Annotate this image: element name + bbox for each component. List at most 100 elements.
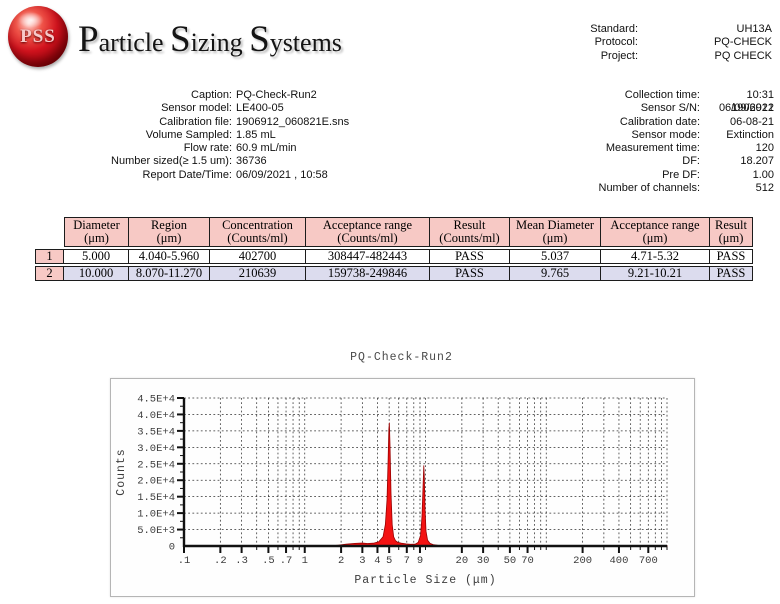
svg-text:1.0E+4: 1.0E+4 [137,509,175,521]
svg-text:2.0E+4: 2.0E+4 [137,476,175,488]
info-label: Report Date/Time: [142,168,232,181]
cell-acceptance-um: 4.71-5.32 [601,249,710,264]
info-label: Number sized(≥ 1.5 um): [111,155,232,168]
info-row: Volume Sampled: 1.85 mL [60,129,400,142]
svg-text:200: 200 [573,555,592,567]
meta-row: Standard: UH13A [500,23,772,36]
svg-text:70: 70 [521,555,534,567]
svg-text:3.0E+4: 3.0E+4 [137,443,175,455]
cell-acceptance-um: 9.21-10.21 [601,266,710,281]
cell-concentration: 210639 [210,266,306,281]
brand-part: S [249,19,270,60]
info-value: 1.00 [752,168,774,181]
info-value: 1.85 mL [236,128,276,141]
info-label: Number of channels: [598,182,701,195]
svg-text:30: 30 [477,555,490,567]
info-row: DF: 18.207 [500,155,774,168]
info-row: Number sized(≥ 1.5 um): 36736 [60,155,400,168]
run-info-left-block: Caption: PQ-Check-Run2 Sensor model: LE400… [60,89,400,182]
svg-text:5.0E+3: 5.0E+3 [137,525,175,537]
info-label: Pre DF: [662,168,700,181]
svg-text:1: 1 [302,555,308,567]
svg-text:20: 20 [456,555,469,567]
chart-canvas: .1 .2 .3 .5 .7 1 2 3 4 5 7 9 20 30 50 70 200 400 700 0 5.0E+… [115,394,668,587]
svg-text:3.5E+4: 3.5E+4 [137,426,175,438]
info-value: 36736 [236,155,267,168]
info-row: Collection time: 10:31 06/09/2021 [500,89,774,115]
info-label: Flow rate: [183,142,232,155]
svg-text:.2: .2 [214,555,227,567]
svg-text:50: 50 [504,555,517,567]
info-value: 10:31 06/09/2021 [718,89,774,115]
info-value: 1906912_060821E.sns [236,115,350,128]
column-header: Result (Counts/ml) [430,217,510,247]
svg-text:0: 0 [169,542,175,554]
info-row: Caption: PQ-Check-Run2 [60,89,400,102]
cell-diameter: 5.000 [64,249,129,264]
info-row: Sensor model: LE400-05 [60,102,400,115]
meta-label: Standard: [590,23,638,35]
cell-mean-diameter: 9.765 [510,266,601,281]
svg-text:400: 400 [609,555,628,567]
svg-text:700: 700 [639,555,658,567]
svg-text:1.5E+4: 1.5E+4 [137,492,175,504]
info-value: 1906912 [731,102,774,115]
svg-text:7: 7 [404,555,410,567]
row-number: 1 [35,249,64,264]
column-header: Region (μm) [129,217,210,247]
info-row: Sensor S/N: 1906912 [500,102,774,115]
svg-text:5: 5 [386,555,392,567]
cell-diameter: 10.000 [64,266,129,281]
cell-acceptance-counts: 308447-482443 [306,249,430,264]
brand-part: article [98,28,171,57]
info-value: 18.207 [740,155,774,168]
info-label: Sensor mode: [631,128,700,141]
cell-result-um: PASS [710,249,753,264]
info-label: Caption: [191,89,232,101]
standard-protocol-project-block: Standard: UH13A Protocol: PQ-CHECK Project… [500,23,772,63]
info-label: Volume Sampled: [145,128,232,141]
info-value: 06/09/2021 , 10:58 [236,168,328,181]
info-label: Collection time: [624,89,700,101]
info-value: 120 [755,142,774,155]
column-header: Diameter (μm) [64,217,129,247]
column-header: Result (μm) [710,217,753,247]
svg-text:Counts: Counts [115,448,128,495]
info-value: 06-08-21 [729,115,774,128]
cell-result-um: PASS [710,266,753,281]
info-label: Calibration file: [159,115,232,128]
info-row: Measurement time: 120 [500,142,774,155]
run-info-right-block: Collection time: 10:31 06/09/2021 Sensor … [500,89,775,195]
cell-mean-diameter: 5.037 [510,249,601,264]
info-row: Calibration file: 1906912_060821E.sns [60,116,400,129]
info-value: 512 [755,182,774,195]
info-value: 60.9 mL/min [236,142,297,155]
svg-text:2.5E+4: 2.5E+4 [137,459,175,471]
chart-title: PQ-Check-Run2 [350,351,453,364]
info-row: Number of channels: 512 [500,182,775,195]
svg-text:9: 9 [417,555,423,567]
info-label: DF: [682,155,700,168]
brand-part: izing [190,28,250,57]
column-header: Mean Diameter (μm) [510,217,601,247]
table-row: 1 5.000 4.040-5.960 402700 308447-482443… [35,249,753,264]
info-label: Calibration date: [619,115,700,128]
table-row: 2 10.000 8.070-11.270 210639 159738-2498… [35,266,753,281]
brand-part: S [170,19,191,60]
info-value: PQ-Check-Run2 [236,89,317,101]
svg-text:.5: .5 [262,555,275,567]
info-row: Sensor mode: Extinction [500,129,774,142]
info-row: Calibration date: 06-08-21 [500,116,774,129]
brand-part: P [78,19,99,60]
info-row: Pre DF: 1.00 [500,169,774,182]
corner-cell [35,217,64,247]
row-number: 2 [35,266,64,281]
brand-wordmark: Particle Sizing Systems [78,18,342,61]
meta-label: Project: [600,49,638,62]
cell-concentration: 402700 [210,249,306,264]
cell-region: 8.070-11.270 [129,266,210,281]
svg-text:3: 3 [359,555,365,567]
svg-text:4.5E+4: 4.5E+4 [137,394,175,406]
svg-text:.1: .1 [178,555,191,567]
